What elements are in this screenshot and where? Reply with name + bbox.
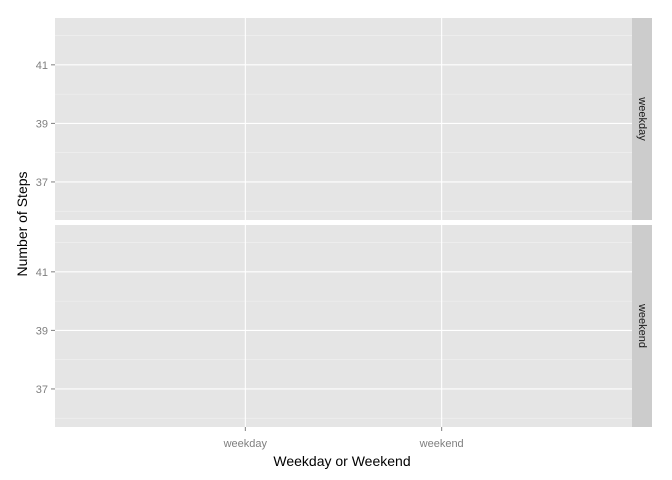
facet-panel-weekday: 37 39 41 weekday [36,18,652,220]
facet-panels: 37 39 41 weekday 37 39 41 weekend [36,18,652,427]
y-tick-label: 39 [36,325,48,337]
panel-background [55,18,632,220]
x-axis: weekday weekend [223,427,464,450]
y-axis-title: Number of Steps [14,171,30,276]
x-tick-label: weekday [223,438,268,450]
y-tick-label: 37 [36,177,48,189]
facet-panel-weekend: 37 39 41 weekend [36,225,652,427]
facet-strip-label: weekday [636,96,648,141]
panel-background [55,225,632,427]
x-tick-label: weekend [419,438,464,450]
facet-strip-label: weekend [636,303,648,348]
facet-strip [632,225,652,427]
y-tick-label: 41 [36,60,48,72]
facet-strip [632,18,652,220]
y-tick-label: 39 [36,118,48,130]
y-tick-label: 41 [36,267,48,279]
y-tick-label: 37 [36,384,48,396]
x-axis-title: Weekday or Weekend [273,453,410,469]
